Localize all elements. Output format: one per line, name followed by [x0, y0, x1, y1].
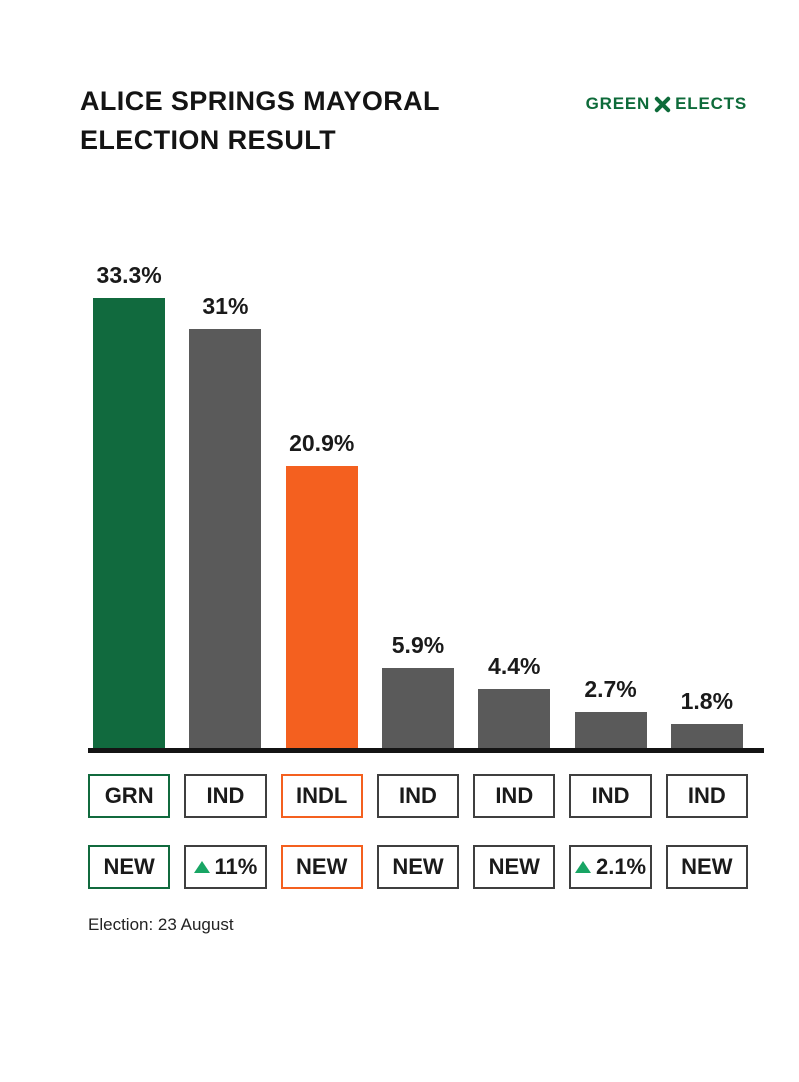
swing-box: NEW — [665, 845, 748, 889]
bar — [381, 668, 454, 748]
knot-x-icon — [653, 95, 672, 114]
bar-column: 2.7% — [569, 676, 651, 748]
party-box: INDL — [280, 774, 363, 818]
bar-column: 31% — [184, 293, 266, 748]
bar-value-label: 33.3% — [96, 262, 162, 288]
logo-text-right: ELECTS — [675, 94, 747, 113]
swing-row: NEW 11% NEW NEW NEW 2.1% NEW — [88, 845, 748, 889]
party-label: GRN — [104, 783, 154, 808]
swing-box: 2.1% — [569, 845, 652, 889]
swing-label: 11% — [214, 854, 258, 879]
party-label: IND — [687, 783, 726, 808]
bar — [574, 712, 647, 748]
bar-column: 33.3% — [88, 262, 170, 748]
party-box: IND — [665, 774, 748, 818]
party-label: IND — [206, 783, 245, 808]
bar-value-label: 5.9% — [391, 632, 445, 658]
bar-value-label: 31% — [202, 293, 249, 319]
party-box: GRN — [88, 774, 171, 818]
swing-label: NEW — [392, 854, 444, 879]
swing-box: 11% — [184, 845, 267, 889]
up-arrow-icon — [574, 861, 591, 873]
swing-label: NEW — [681, 854, 733, 879]
party-box: IND — [569, 774, 652, 818]
party-box: IND — [473, 774, 556, 818]
bar — [189, 329, 262, 748]
bar — [93, 298, 166, 748]
bars-row: 33.3% 31% 20.9% 5.9% 4.4% 2.7% 1.8% — [88, 256, 748, 748]
title-line-2: ELECTION RESULT — [80, 125, 337, 155]
swing-label: 2.1% — [595, 854, 647, 879]
swing-label: NEW — [296, 854, 348, 879]
logo: GREEN ELECTS — [586, 94, 747, 114]
bar-chart: 33.3% 31% 20.9% 5.9% 4.4% 2.7% 1.8% GRN IND INDL… — [88, 256, 764, 889]
party-row: GRN IND INDL IND IND IND IND — [88, 774, 748, 818]
bar-value-label: 4.4% — [488, 653, 541, 679]
party-label: IND — [495, 783, 534, 808]
bar — [478, 689, 551, 748]
swing-box: NEW — [280, 845, 363, 889]
swing-box: NEW — [473, 845, 556, 889]
swing-label: NEW — [488, 854, 540, 879]
bar — [285, 466, 358, 748]
up-arrow-icon — [193, 861, 210, 873]
bar-column: 1.8% — [666, 688, 748, 748]
bar-value-label: 1.8% — [680, 688, 734, 714]
title-line-1: ALICE SPRINGS MAYORAL — [80, 86, 440, 116]
party-label: IND — [591, 783, 630, 808]
party-label: INDL — [296, 783, 348, 808]
logo-text-left: GREEN — [585, 94, 651, 113]
chart-baseline — [88, 748, 764, 753]
election-date-note: Election: 23 August — [88, 915, 234, 934]
page-title: ALICE SPRINGS MAYORAL ELECTION RESULT — [80, 82, 440, 160]
party-label: IND — [399, 783, 437, 808]
bar — [670, 724, 743, 748]
swing-box: NEW — [88, 845, 171, 889]
bar-value-label: 2.7% — [584, 676, 637, 702]
bar-value-label: 20.9% — [289, 430, 355, 456]
swing-label: NEW — [103, 854, 155, 879]
party-box: IND — [376, 774, 460, 818]
bar-column: 20.9% — [281, 430, 363, 748]
bar-column: 4.4% — [473, 653, 555, 748]
swing-box: NEW — [376, 845, 460, 889]
party-box: IND — [184, 774, 267, 818]
bar-column: 5.9% — [377, 632, 459, 748]
header: ALICE SPRINGS MAYORAL ELECTION RESULT GR… — [80, 82, 747, 160]
